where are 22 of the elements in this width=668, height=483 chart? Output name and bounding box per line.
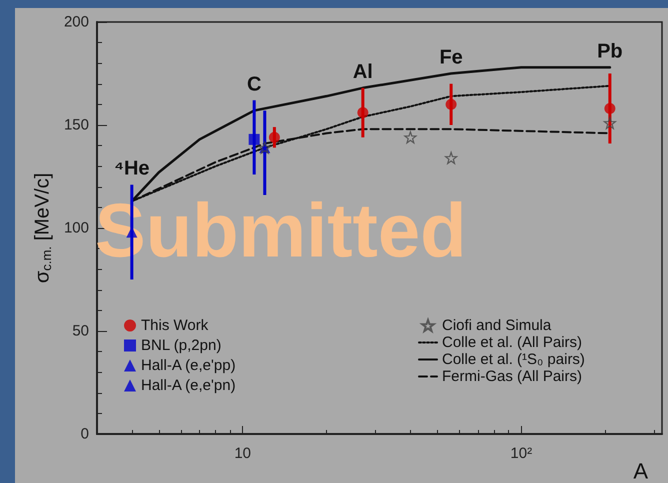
y-axis-title: σc.m. [MeV/c]: [32, 172, 54, 284]
y-tick-label: 100: [64, 220, 89, 236]
annotation: C: [246, 73, 262, 96]
legend-label: Colle et al. (All Pairs): [442, 334, 582, 351]
legend-label: Fermi-Gas (All Pairs): [442, 368, 582, 385]
annotation: Al: [352, 60, 373, 83]
legend-label: Ciofi and Simula: [442, 317, 552, 334]
legend-label: This Work: [141, 317, 209, 334]
x-tick-label: 10²: [510, 445, 532, 462]
y-tick-label: 150: [64, 116, 89, 134]
annotation: Fe: [439, 46, 463, 68]
legend-label: Hall-A (e,e'pn): [141, 377, 236, 394]
x-tick-label: 10: [234, 445, 252, 462]
legend-label: BNL (p,2pn): [141, 337, 222, 354]
annotation: ⁴He: [114, 158, 150, 180]
legend-label: Colle et al. (¹S₀ pairs): [442, 351, 585, 368]
legend-label: Hall-A (e,e'pp): [141, 357, 236, 374]
y-tick-label: 50: [72, 322, 89, 340]
y-tick-label: 200: [64, 14, 89, 30]
y-tick-label: 0: [80, 426, 89, 442]
annotation: Pb: [597, 40, 623, 62]
x-axis-title: A: [633, 458, 648, 483]
